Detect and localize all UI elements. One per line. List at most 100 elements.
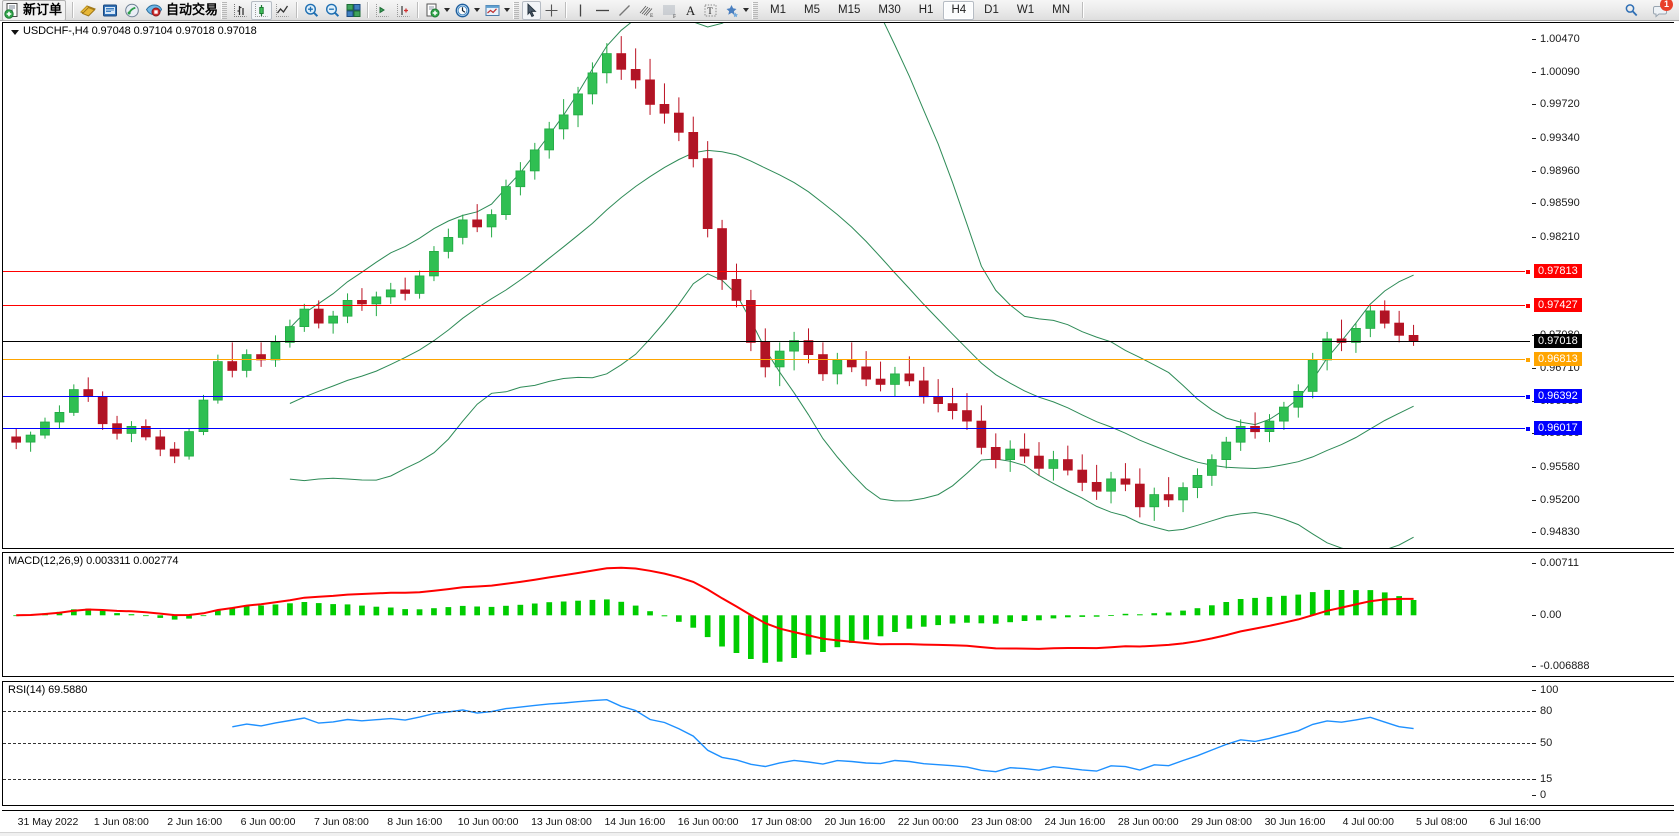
price-level-tag[interactable]: 0.96813 [1534,351,1582,366]
signals-icon [125,3,139,17]
horizontal-line-button[interactable] [591,1,614,20]
text-label-icon: T [704,4,717,16]
price-level-line[interactable] [3,340,1530,342]
equidistant-channel-button[interactable]: E [635,1,658,20]
rsi-axis[interactable]: 100 80 50 15 0 [1532,682,1674,805]
price-level-line[interactable] [3,426,1531,433]
price-tick: 0.95580 [1532,461,1580,473]
timeframe-d1[interactable]: D1 [984,3,999,16]
rsi-pane[interactable]: RSI(14) 69.5880 100 80 50 15 0 [2,681,1674,806]
price-level-line[interactable] [3,303,1531,309]
timeframe-h4[interactable]: H4 [943,0,975,20]
period-button[interactable] [452,1,473,20]
zoom-out-button[interactable] [322,1,343,20]
price-axis[interactable]: 1.00470 1.00090 0.99720 0.99340 0.98960 0.985… [1532,23,1674,548]
toolbar-grip-3[interactable] [752,1,759,19]
chart-menu-caret[interactable] [11,30,19,35]
time-tick: 4 Jul 00:00 [1342,816,1394,828]
zoom-in-button[interactable] [301,1,322,20]
price-level-line[interactable] [3,356,1531,363]
rsi-tick: 50 [1532,737,1552,749]
price-tick: 0.99340 [1532,132,1580,144]
price-level-tag[interactable]: 0.97018 [1534,333,1582,348]
line-handle[interactable] [1525,393,1531,400]
status-bar [0,832,1679,836]
timeframe-mn[interactable]: MN [1052,3,1070,16]
toolbar-separator [417,2,420,18]
toolbar-separator [1082,2,1084,18]
line-handle[interactable] [1525,303,1531,309]
bar-chart-button[interactable] [230,1,251,20]
signals-button[interactable] [121,1,143,20]
cursor-icon [527,3,537,18]
scroll-chart-button[interactable] [372,1,393,20]
book-button[interactable] [77,1,99,20]
time-axis[interactable]: 31 May 2022 1 Jun 08:00 2 Jun 16:00 6 Jun 0… [2,810,1674,834]
trendline-icon [619,4,630,16]
toolbar-grip[interactable] [221,1,228,19]
templates-dropdown-caret[interactable] [504,8,511,12]
candlestick-svg [11,23,1419,548]
macd-pane[interactable]: MACD(12,26,9) 0.003311 0.002774 0.00711 0… [2,552,1674,677]
candlestick-chart-button[interactable] [251,0,273,20]
time-tick: 28 Jun 00:00 [1117,816,1179,828]
line-handle[interactable] [1525,269,1531,276]
vertical-line-button[interactable] [570,1,591,20]
rsi-tick: 0 [1532,789,1546,801]
shapes-button[interactable] [721,1,742,20]
indicator-dropdown-caret[interactable] [444,8,451,12]
book-icon [80,4,96,16]
price-tick: 0.98960 [1532,165,1580,177]
text-label-button[interactable]: T [700,1,721,20]
notifications-button[interactable]: 1 [1650,0,1673,20]
tile-windows-button[interactable] [343,1,364,20]
new-order-button[interactable]: 新订单 [2,0,67,21]
news-button[interactable] [99,1,121,20]
auto-trading-icon [145,3,163,16]
search-button[interactable] [1621,1,1642,20]
shift-end-button[interactable] [393,1,414,20]
toolbar-separator [72,2,75,18]
timeframe-m15[interactable]: M15 [838,3,861,16]
period-dropdown-caret[interactable] [474,8,481,12]
add-indicator-button[interactable] [422,1,443,20]
cursor-button[interactable] [522,0,542,20]
time-tick: 22 Jun 00:00 [897,816,959,828]
toolbar-grip-2[interactable] [513,1,520,19]
text-button[interactable]: A [681,1,700,20]
time-tick: 29 Jun 08:00 [1191,816,1252,828]
timeframe-w1[interactable]: W1 [1016,3,1035,16]
timeframe-h1[interactable]: H1 [918,3,934,16]
shapes-dropdown-caret[interactable] [743,8,750,12]
price-level-tag[interactable]: 0.97427 [1534,298,1582,312]
rsi-title: RSI(14) 69.5880 [8,684,88,696]
price-level-tag[interactable]: 0.96017 [1534,421,1582,436]
price-level-tag[interactable]: 0.97813 [1534,264,1582,279]
rsi-plot[interactable] [3,682,1530,805]
price-plot[interactable] [3,23,1530,548]
macd-axis[interactable]: 0.00711 0.00 -0.006888 [1532,553,1674,676]
timeframe-m1[interactable]: M1 [770,3,787,16]
timeframe-m5[interactable]: M5 [804,3,820,16]
line-handle[interactable] [1525,426,1531,433]
time-tick: 10 Jun 00:00 [457,816,519,828]
trendline-button[interactable] [614,1,635,20]
price-tick: 0.98590 [1532,197,1580,209]
timeframe-m30[interactable]: M30 [878,3,901,16]
fibonacci-button[interactable]: F [658,1,681,20]
templates-button[interactable] [482,1,503,20]
rsi-tick: 100 [1532,684,1558,696]
rsi-tick: 80 [1532,705,1552,717]
scroll-chart-icon [376,3,389,17]
line-chart-button[interactable] [272,1,293,20]
crosshair-button[interactable] [541,1,562,20]
price-level-line[interactable] [3,393,1531,400]
rsi-level-line [3,779,1530,781]
price-pane[interactable]: USDCHF-,H4 0.97048 0.97104 0.97018 0.970… [2,22,1674,549]
price-level-tag[interactable]: 0.96392 [1534,388,1582,403]
price-level-line[interactable] [3,269,1531,276]
macd-plot[interactable] [3,553,1530,676]
auto-trading-button[interactable]: 自动交易 [143,1,220,20]
time-tick: 7 Jun 08:00 [313,816,369,828]
line-handle[interactable] [1525,356,1531,363]
